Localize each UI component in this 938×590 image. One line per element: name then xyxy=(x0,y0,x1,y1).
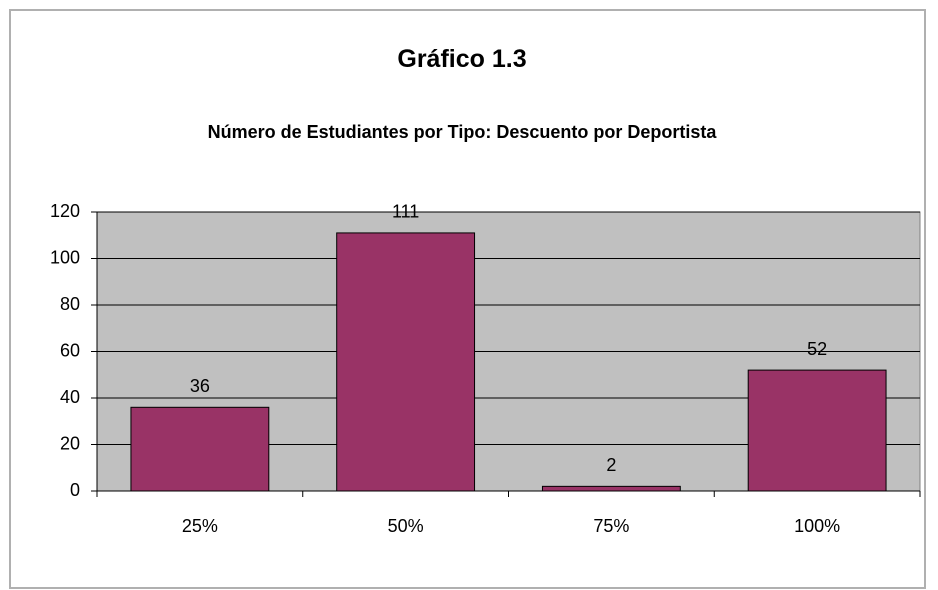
y-tick-label: 80 xyxy=(60,294,80,314)
y-tick-label: 0 xyxy=(70,480,80,500)
data-label: 36 xyxy=(190,376,210,396)
data-label: 111 xyxy=(392,202,419,222)
x-tick-label: 25% xyxy=(182,516,218,536)
y-tick-label: 20 xyxy=(60,433,80,453)
bar xyxy=(541,485,681,492)
data-label: 52 xyxy=(807,339,827,359)
x-tick-label: 50% xyxy=(388,516,424,536)
y-tick-label: 40 xyxy=(60,387,80,407)
y-tick-label: 60 xyxy=(60,340,80,360)
y-tick-label: 120 xyxy=(50,201,80,221)
x-tick-label: 100% xyxy=(794,516,840,536)
x-tick-label: 75% xyxy=(593,516,629,536)
chart-title: Gráfico 1.3 xyxy=(397,45,527,73)
bar xyxy=(130,406,270,492)
data-label: 2 xyxy=(606,455,616,475)
y-tick-label: 100 xyxy=(50,247,80,267)
chart-subtitle: Número de Estudiantes por Tipo: Descuent… xyxy=(207,122,717,142)
bar xyxy=(336,232,476,492)
bar xyxy=(747,369,887,492)
